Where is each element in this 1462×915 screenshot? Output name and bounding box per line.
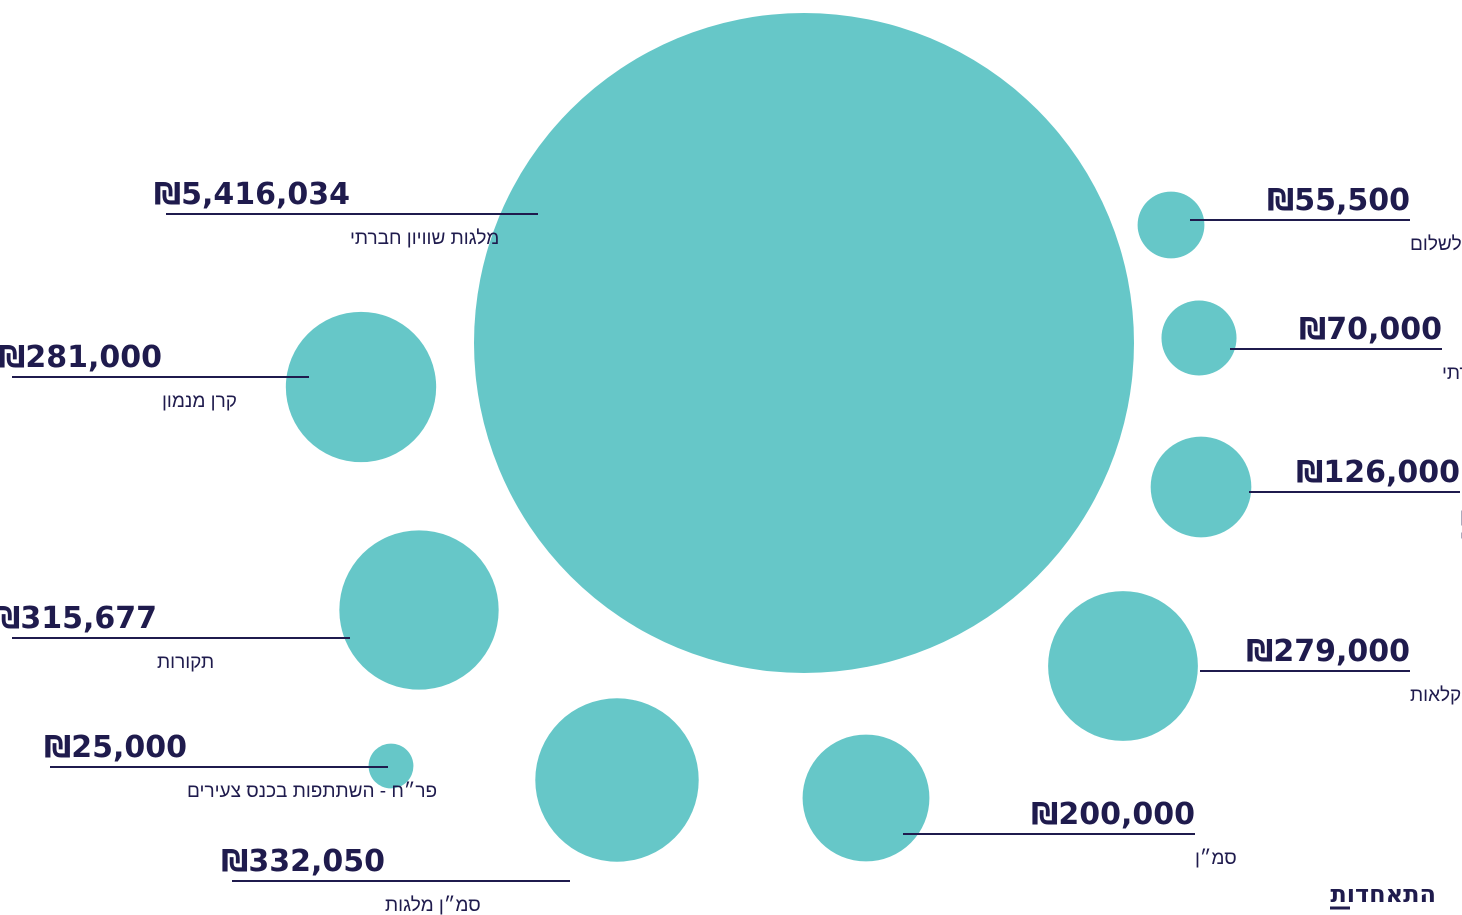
amount-label-rakezet: ₪126,000 bbox=[1296, 455, 1460, 490]
bubble-hachsharot bbox=[1161, 300, 1237, 376]
bubble-melagot bbox=[474, 13, 1134, 673]
bubble-peres bbox=[1137, 191, 1205, 259]
category-label-peres: מרכז פרס לשלום bbox=[1410, 234, 1462, 255]
amount-label-keren: ₪281,000 bbox=[0, 340, 162, 375]
amount-label-samen: ₪200,000 bbox=[1031, 797, 1195, 832]
bubble-rakezet bbox=[1150, 436, 1252, 538]
amount-label-melagot: ₪5,416,034 bbox=[154, 177, 350, 212]
bubble-perach bbox=[368, 743, 414, 789]
amount-label-samen-melagot: ₪332,050 bbox=[221, 844, 385, 879]
category-label-agriculture: משרד החקלאות bbox=[1410, 685, 1462, 706]
category-label-takurot: תקורות bbox=[157, 652, 214, 673]
bubble-keren bbox=[285, 311, 437, 463]
category-label-samen: סמ״ן bbox=[1195, 848, 1237, 869]
bubble-samen-melagot bbox=[535, 698, 699, 862]
bubble-samen bbox=[802, 734, 930, 862]
bubble-takurot bbox=[339, 530, 499, 690]
amount-label-hachsharot: ₪70,000 bbox=[1299, 312, 1442, 347]
bubbles-layer bbox=[285, 13, 1252, 862]
amount-label-takurot: ₪315,677 bbox=[0, 601, 157, 636]
amount-label-peres: ₪55,500 bbox=[1267, 183, 1410, 218]
category-label-samen-melagot: סמ״ן מלגות bbox=[385, 895, 481, 915]
amount-label-agriculture: ₪279,000 bbox=[1246, 634, 1410, 669]
logo-text: התאחדות bbox=[1330, 880, 1436, 908]
category-label-hachsharot: הכשרות שוויון חברתי bbox=[1442, 363, 1462, 384]
bubble-agriculture bbox=[1048, 591, 1198, 741]
category-label-perach: פר״ח - השתתפות בכנס צעירים bbox=[187, 781, 437, 802]
amount-label-perach: ₪25,000 bbox=[44, 730, 187, 765]
logo: התאחדות bbox=[1330, 880, 1436, 910]
category-label-melagot: מלגות שוויון חברתי bbox=[350, 228, 499, 249]
category-label-keren: קרן מנמון bbox=[162, 391, 237, 412]
